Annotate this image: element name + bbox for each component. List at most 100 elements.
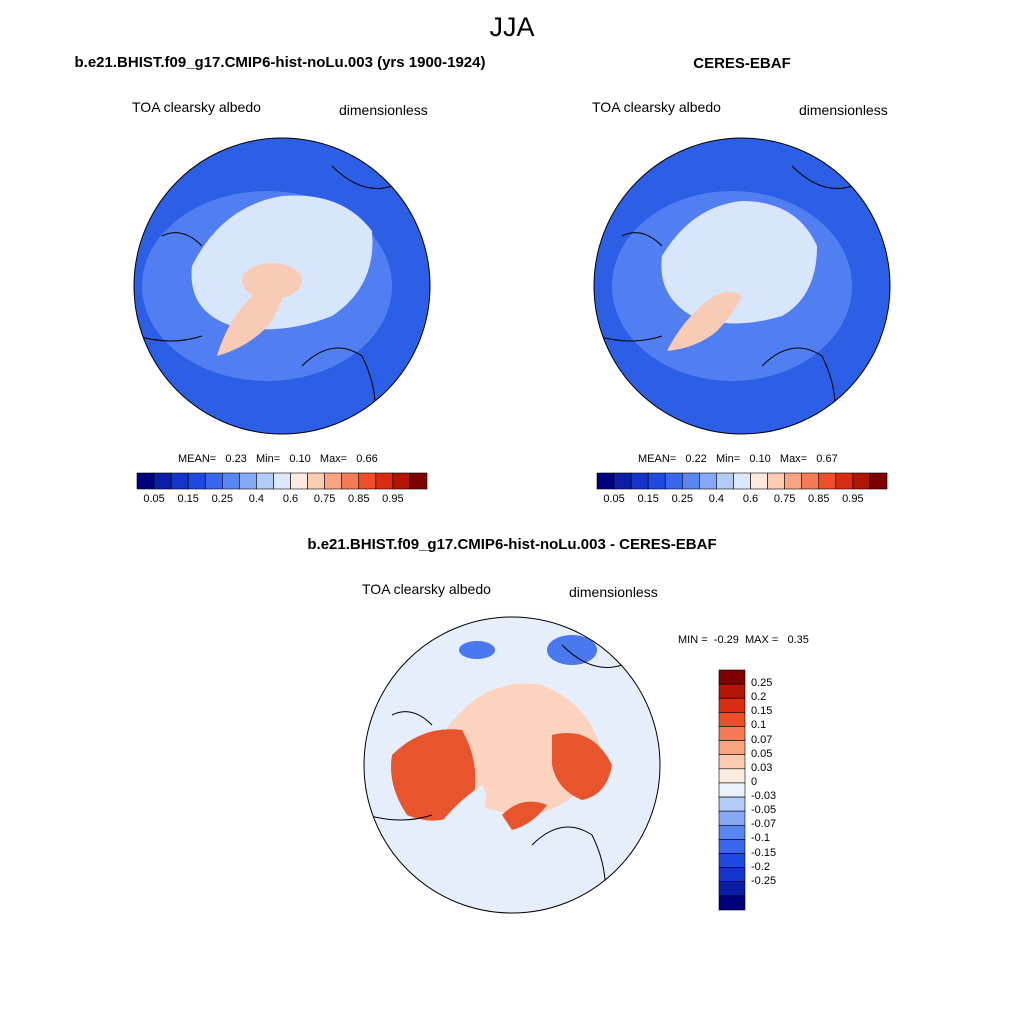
colorbar-swatch — [869, 472, 888, 490]
colorbar-tick-label: 0.75 — [313, 493, 336, 505]
map-border — [593, 137, 891, 435]
colorbar-tick-label: 0 — [751, 775, 758, 788]
panel-3-variable: TOA clearsky albedo — [362, 581, 491, 597]
colorbar-tick-label: -0.07 — [751, 818, 777, 831]
min-label: MIN = — [678, 634, 708, 646]
colorbar-swatch — [718, 824, 746, 840]
mean-value: 0.23 — [225, 453, 247, 465]
max-value: 0.67 — [816, 453, 838, 465]
colorbar-tick-label: 0.15 — [751, 705, 773, 718]
arctic-ice — [661, 201, 817, 324]
negative-patch-a — [547, 635, 597, 665]
max-label: MAX = — [744, 634, 779, 646]
colorbar-swatch — [718, 839, 746, 854]
max-label: Max= — [319, 453, 348, 465]
panel-3-units: dimensionless — [569, 584, 658, 600]
mean-label: MEAN= — [638, 453, 677, 465]
siberia-positive — [552, 733, 612, 800]
colorbar-tick-label: 0.6 — [742, 493, 759, 505]
min-value: 0.10 — [749, 453, 771, 465]
colorbar-swatch — [239, 472, 257, 490]
colorbar-swatch — [699, 472, 717, 490]
colorbar-tick-label: -0.05 — [751, 804, 777, 817]
colorbar-swatch — [718, 895, 746, 911]
colorbar-swatch — [716, 472, 734, 490]
colorbar-swatch — [718, 726, 746, 741]
panel-2-colorbar — [596, 472, 888, 490]
colorbar-swatch — [136, 472, 155, 490]
colorbar-swatch — [204, 472, 223, 490]
scandinavia-positive — [502, 801, 547, 830]
colorbar-swatch — [718, 867, 746, 883]
colorbar-swatch — [718, 683, 746, 699]
colorbar-tick-label: 0.85 — [348, 493, 370, 505]
max-value: 0.35 — [787, 634, 809, 646]
panel-2-map — [593, 137, 891, 435]
colorbar-tick-label: -0.03 — [751, 790, 777, 803]
panel-2-units: dimensionless — [799, 102, 888, 118]
colorbar-swatch — [801, 472, 820, 490]
arctic-ice — [191, 195, 373, 330]
colorbar-tick-label: 0.05 — [603, 493, 625, 505]
colorbar-swatch — [170, 472, 189, 490]
coastlines — [596, 165, 853, 434]
colorbar-swatch — [767, 472, 785, 490]
colorbar-tick-label: 0.2 — [751, 691, 767, 704]
colorbar-swatch — [375, 472, 394, 490]
colorbar-swatch — [718, 712, 746, 727]
panel-3-stats: MIN = -0.29 MAX = 0.35 — [678, 634, 809, 646]
colorbar-tick-label: -0.2 — [751, 860, 770, 873]
canada-positive — [391, 729, 476, 821]
colorbar-swatch — [153, 472, 172, 490]
max-value: 0.66 — [356, 453, 378, 465]
colorbar-swatch — [187, 472, 206, 490]
colorbar-swatch — [290, 472, 308, 490]
colorbar-swatch — [718, 669, 746, 685]
colorbar-swatch — [718, 810, 746, 826]
colorbar-tick-label: -0.15 — [751, 846, 777, 859]
colorbar-swatch — [718, 881, 746, 897]
map-border — [133, 137, 431, 435]
colorbar-tick-label: -0.25 — [751, 874, 777, 887]
colorbar-swatch — [630, 472, 649, 490]
colorbar-tick-label: 0.15 — [637, 493, 659, 505]
colorbar-swatch — [664, 472, 683, 490]
colorbar-swatch — [647, 472, 666, 490]
colorbar-swatch — [409, 472, 428, 490]
panel-3-colorbar — [718, 669, 746, 911]
colorbar-swatch — [750, 472, 768, 490]
min-value: -0.29 — [713, 634, 739, 646]
figure-title: JJA — [489, 12, 535, 42]
mean-label: MEAN= — [178, 453, 217, 465]
colorbar-tick-label: 0.25 — [671, 493, 693, 505]
colorbar-tick-label: 0.25 — [211, 493, 233, 505]
panel-1-variable: TOA clearsky albedo — [132, 99, 261, 115]
colorbar-swatch — [273, 472, 291, 490]
colorbar-tick-label: 0.25 — [751, 677, 773, 690]
colorbar-tick-label: -0.1 — [751, 832, 770, 845]
colorbar-swatch — [718, 768, 746, 784]
colorbar-swatch — [681, 472, 700, 490]
coastlines — [366, 644, 623, 913]
colorbar-swatch — [733, 472, 751, 490]
colorbar-tick-label: 0.4 — [708, 493, 725, 505]
map-border — [363, 616, 661, 914]
colorbar-swatch — [784, 472, 803, 490]
panel-3-colorbar-labels: 0.25 0.2 0.15 0.1 0.07 0.05 0.03 0 -0.03 -0.05 -0.… — [751, 670, 811, 910]
colorbar-swatch — [341, 472, 360, 490]
colorbar-tick-label: 0.95 — [842, 493, 864, 505]
colorbar-swatch — [718, 697, 746, 713]
colorbar-swatch — [718, 782, 746, 798]
colorbar-tick-label: 0.6 — [282, 493, 299, 505]
colorbar-tick-label: 0.07 — [751, 733, 773, 746]
colorbar-tick-label: 0.85 — [808, 493, 830, 505]
colorbar-tick-label: 0.75 — [773, 493, 796, 505]
colorbar-swatch — [718, 740, 746, 756]
panel-1-colorbar-labels: 0.05 0.15 0.25 0.4 0.6 0.75 0.85 0.95 — [137, 493, 427, 507]
colorbar-swatch — [718, 853, 746, 868]
colorbar-tick-label: 0.05 — [751, 747, 773, 760]
colorbar-swatch — [221, 472, 240, 490]
panel-2-variable: TOA clearsky albedo — [592, 99, 721, 115]
colorbar-swatch — [852, 472, 871, 490]
colorbar-swatch — [358, 472, 377, 490]
